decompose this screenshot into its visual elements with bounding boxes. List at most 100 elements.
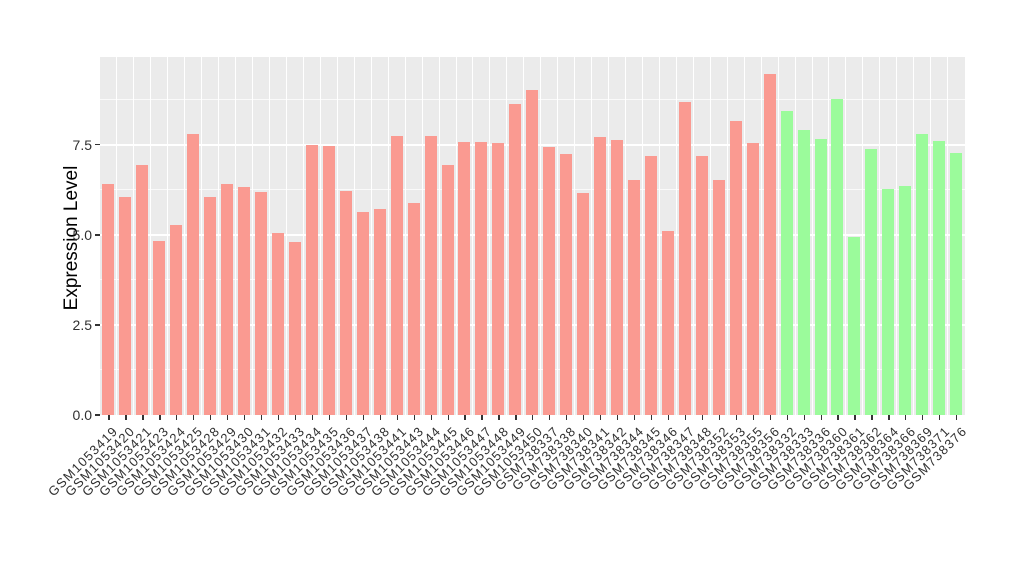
bar-GSM1053423: [153, 241, 166, 415]
vertical-gridline: [557, 57, 559, 415]
x-tick-mark: [396, 415, 398, 420]
bar-slot: [845, 57, 863, 420]
vertical-gridline: [947, 57, 949, 415]
x-tick-mark: [752, 415, 754, 420]
bar-slot: [387, 57, 405, 420]
bar-GSM1053434: [305, 144, 318, 415]
vertical-gridline: [845, 57, 847, 415]
bar-GSM1053437: [356, 211, 369, 415]
bar-GSM1053428: [204, 196, 217, 415]
x-tick-mark: [684, 415, 687, 420]
y-tick-mark: [95, 324, 100, 326]
vertical-gridline: [184, 57, 186, 415]
vertical-gridline: [574, 57, 576, 415]
bar-slot: [438, 57, 456, 420]
x-tick-mark: [549, 415, 551, 420]
x-tick-mark: [328, 415, 331, 420]
vertical-gridline: [591, 57, 593, 415]
x-tick-mark: [600, 415, 602, 420]
bar-GSM738371: [933, 140, 946, 415]
bar-GSM1053448: [492, 142, 505, 415]
bar-slot: [167, 57, 185, 420]
bar-GSM738369: [916, 133, 929, 415]
x-tick-mark: [837, 415, 839, 420]
x-tick-mark: [278, 415, 280, 420]
bar-slot: [947, 57, 965, 420]
bar-slot: [896, 57, 914, 420]
bar-GSM738340: [577, 193, 590, 415]
y-tick-mark: [95, 144, 100, 146]
bar-GSM738376: [950, 153, 963, 415]
bar-GSM1053429: [221, 183, 234, 415]
vertical-gridline: [777, 57, 779, 415]
bar-GSM1053441: [390, 135, 403, 415]
bar-slot: [235, 57, 253, 420]
bar-GSM1053435: [322, 146, 335, 415]
x-tick-mark: [786, 415, 788, 420]
bar-GSM738348: [695, 156, 708, 415]
x-tick-mark: [617, 415, 619, 420]
bar-GSM738361: [848, 237, 861, 415]
bar-GSM1053424: [170, 224, 183, 415]
vertical-gridline: [625, 57, 627, 415]
vertical-gridline: [336, 57, 338, 415]
bar-slot: [506, 57, 524, 420]
x-tick-mark: [634, 415, 636, 420]
vertical-gridline: [608, 57, 610, 415]
x-tick-mark: [159, 415, 161, 420]
vertical-gridline: [540, 57, 542, 415]
vertical-gridline: [201, 57, 203, 415]
bar-GSM1053447: [475, 141, 488, 415]
bar-GSM738342: [611, 139, 624, 415]
bar-slot: [285, 57, 303, 420]
bar-GSM1053445: [441, 165, 454, 415]
x-tick-mark: [532, 415, 534, 420]
vertical-gridline: [743, 57, 745, 415]
vertical-gridline: [319, 57, 321, 415]
bar-slot: [150, 57, 168, 420]
bar-slot: [336, 57, 354, 420]
vertical-gridline: [116, 57, 118, 415]
plot-panel: [100, 57, 965, 420]
vertical-gridline: [167, 57, 169, 415]
x-tick-mark: [922, 415, 924, 420]
vertical-gridline: [302, 57, 304, 415]
x-tick-mark: [718, 415, 720, 420]
bar-GSM1053419: [102, 183, 115, 415]
x-tick-mark: [311, 415, 314, 420]
x-tick-mark: [515, 415, 517, 420]
y-tick-label: 0.0: [72, 407, 92, 423]
vertical-gridline: [387, 57, 389, 415]
y-tick-label: 2.5: [72, 316, 92, 333]
x-tick-mark: [227, 415, 229, 420]
bar-slot: [743, 57, 761, 420]
bar-slot: [302, 57, 320, 420]
bar-GSM1053433: [288, 241, 301, 415]
bar-GSM738338: [560, 154, 573, 415]
x-tick-mark: [566, 415, 568, 420]
y-tick-label: 7.5: [72, 136, 92, 153]
bar-GSM738364: [882, 188, 895, 415]
bar-slot: [489, 57, 507, 420]
x-tick-mark: [888, 415, 890, 420]
bar-GSM738345: [644, 155, 657, 415]
x-tick-mark: [294, 415, 297, 420]
bar-GSM738344: [628, 179, 641, 415]
vertical-gridline: [642, 57, 643, 415]
vertical-gridline: [828, 57, 830, 415]
x-tick-mark: [244, 415, 246, 420]
vertical-gridline: [930, 57, 932, 415]
vertical-gridline: [235, 57, 237, 415]
bar-slot: [404, 57, 422, 420]
x-tick-mark: [769, 415, 771, 420]
vertical-gridline: [218, 57, 220, 415]
bar-slot: [269, 57, 287, 420]
x-tick-mark: [345, 415, 347, 420]
bar-GSM738333: [797, 130, 810, 415]
x-tick-mark: [142, 415, 144, 420]
bar-slot: [726, 57, 744, 420]
bar-GSM1053432: [272, 233, 284, 415]
x-tick-mark: [362, 415, 364, 420]
x-tick-mark: [413, 415, 415, 420]
bar-slot: [523, 57, 541, 420]
